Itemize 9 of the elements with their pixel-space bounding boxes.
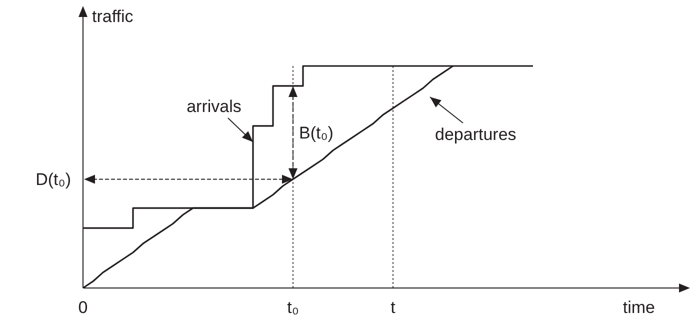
text: D(t₀) bbox=[36, 170, 71, 190]
x-tick-label: t₀ bbox=[287, 298, 299, 317]
legend-label: departures bbox=[435, 125, 516, 144]
x-tick-label: t bbox=[390, 298, 396, 317]
x-tick-label: 0 bbox=[78, 298, 88, 317]
x-axis-title: time bbox=[622, 298, 655, 317]
y-axis-title: traffic bbox=[92, 7, 134, 26]
series-label: arrivals bbox=[186, 97, 242, 116]
annotation: B(t₀) bbox=[299, 124, 334, 143]
